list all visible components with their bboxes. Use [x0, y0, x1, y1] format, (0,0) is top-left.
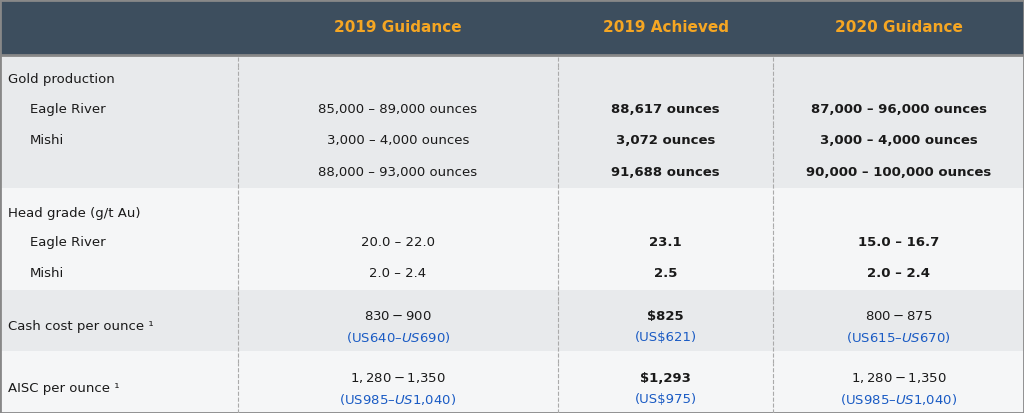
- Text: 88,000 – 93,000 ounces: 88,000 – 93,000 ounces: [318, 166, 477, 179]
- FancyBboxPatch shape: [0, 200, 1024, 226]
- Text: 15.0 – 16.7: 15.0 – 16.7: [858, 236, 939, 249]
- Text: 3,000 – 4,000 ounces: 3,000 – 4,000 ounces: [819, 134, 978, 147]
- FancyBboxPatch shape: [0, 301, 1024, 351]
- FancyBboxPatch shape: [0, 55, 1024, 66]
- Text: 2019 Guidance: 2019 Guidance: [334, 20, 462, 35]
- Text: $1,280 - $1,350: $1,280 - $1,350: [851, 371, 946, 385]
- Text: $825: $825: [647, 310, 684, 323]
- Text: 3,000 – 4,000 ounces: 3,000 – 4,000 ounces: [327, 134, 469, 147]
- Text: 91,688 ounces: 91,688 ounces: [611, 166, 720, 179]
- Text: 2020 Guidance: 2020 Guidance: [835, 20, 963, 35]
- Text: (US$640 – US$690): (US$640 – US$690): [345, 330, 451, 345]
- Text: (US$985 – US$1,040): (US$985 – US$1,040): [840, 392, 957, 406]
- Text: Cash cost per ounce ¹: Cash cost per ounce ¹: [8, 320, 154, 333]
- FancyBboxPatch shape: [0, 258, 1024, 290]
- FancyBboxPatch shape: [0, 66, 1024, 93]
- Text: Eagle River: Eagle River: [30, 102, 105, 116]
- FancyBboxPatch shape: [0, 93, 1024, 125]
- Text: $1,280 - $1,350: $1,280 - $1,350: [350, 371, 445, 385]
- Text: AISC per ounce ¹: AISC per ounce ¹: [8, 382, 120, 394]
- FancyBboxPatch shape: [0, 226, 1024, 258]
- Text: $800 - $875: $800 - $875: [864, 310, 933, 323]
- Text: 87,000 – 96,000 ounces: 87,000 – 96,000 ounces: [811, 102, 986, 116]
- Text: Mishi: Mishi: [30, 134, 65, 147]
- Text: 23.1: 23.1: [649, 236, 682, 249]
- FancyBboxPatch shape: [0, 125, 1024, 157]
- Text: $1,293: $1,293: [640, 372, 691, 385]
- Text: 3,072 ounces: 3,072 ounces: [615, 134, 716, 147]
- FancyBboxPatch shape: [0, 363, 1024, 413]
- Text: (US$615 – US$670): (US$615 – US$670): [846, 330, 951, 345]
- Text: Head grade (g/t Au): Head grade (g/t Au): [8, 206, 140, 220]
- Text: 88,617 ounces: 88,617 ounces: [611, 102, 720, 116]
- Text: 2.0 – 2.4: 2.0 – 2.4: [370, 268, 426, 280]
- FancyBboxPatch shape: [0, 290, 1024, 301]
- Text: 20.0 – 22.0: 20.0 – 22.0: [360, 236, 435, 249]
- Text: $830 - $900: $830 - $900: [364, 310, 432, 323]
- Text: (US$985 – US$1,040): (US$985 – US$1,040): [339, 392, 457, 406]
- Text: 2.0 – 2.4: 2.0 – 2.4: [867, 268, 930, 280]
- Text: 85,000 – 89,000 ounces: 85,000 – 89,000 ounces: [318, 102, 477, 116]
- Text: (US$621): (US$621): [635, 331, 696, 344]
- FancyBboxPatch shape: [0, 0, 1024, 55]
- Text: Eagle River: Eagle River: [30, 236, 105, 249]
- Text: 2.5: 2.5: [654, 268, 677, 280]
- Text: Gold production: Gold production: [8, 74, 115, 86]
- Text: Mishi: Mishi: [30, 268, 65, 280]
- FancyBboxPatch shape: [0, 188, 1024, 200]
- FancyBboxPatch shape: [0, 351, 1024, 363]
- Text: 2019 Achieved: 2019 Achieved: [602, 20, 729, 35]
- FancyBboxPatch shape: [0, 157, 1024, 188]
- Text: 90,000 – 100,000 ounces: 90,000 – 100,000 ounces: [806, 166, 991, 179]
- Text: (US$975): (US$975): [635, 392, 696, 406]
